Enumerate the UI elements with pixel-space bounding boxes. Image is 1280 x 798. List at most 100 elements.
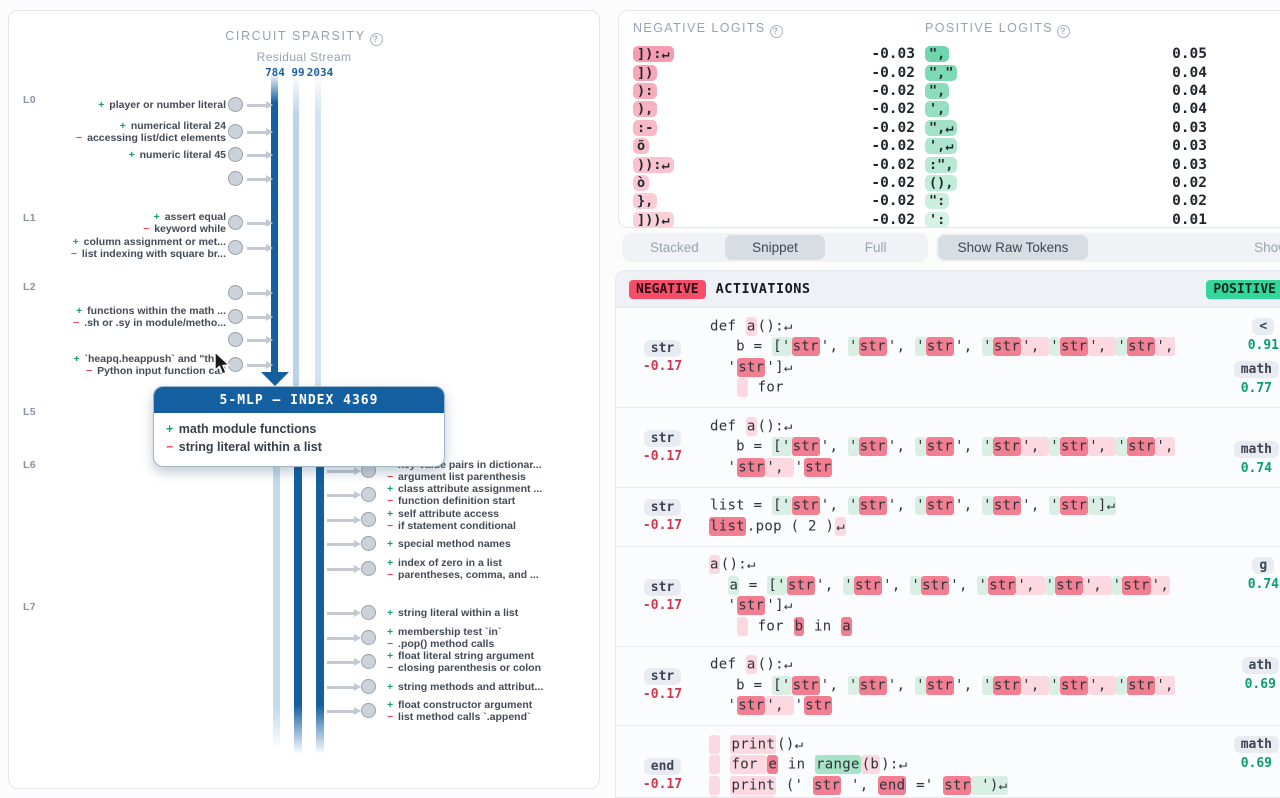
node-arrow-icon [327,540,361,547]
snippet-right-badges: g 0.74 [1215,555,1280,637]
node-label[interactable]: + numeric literal 45 [9,149,226,161]
feature-node[interactable] [361,487,376,502]
node-label[interactable]: + float constructor argument − list metho… [387,699,599,723]
code-token: ', [950,577,977,593]
feature-node[interactable] [228,332,243,347]
negative-logit-row: ]))↵ -0.02 [633,211,915,229]
node-arrow-icon [247,128,273,135]
negative-logits-header: NEGATIVE LOGITS? [633,21,915,38]
node-label[interactable]: + functions within the math ... − .sh or … [9,305,226,329]
code-token: ' [982,437,993,456]
code-token: ', [887,677,915,693]
toolbar-button-show-raw-tokens[interactable]: Show Raw Tokens [938,235,1088,260]
column-index-2034: 2034 [307,66,334,79]
code-token: def [710,418,745,434]
code-token: str [813,775,842,795]
feature-node[interactable] [228,240,243,255]
logit-token: :- [633,119,658,136]
code-token: a [728,575,740,595]
node-label[interactable]: + `heapq.heappush` and "thi... − Python i… [9,353,226,377]
code-token: ()↵ [777,736,804,752]
toolbar-button-stacked[interactable]: Stacked [624,235,725,260]
code-token: str [791,337,820,356]
feature-node[interactable] [361,679,376,694]
feature-node[interactable] [228,309,243,324]
feature-node[interactable] [228,97,243,112]
node-label[interactable]: + string methods and attribut... [387,681,599,693]
code-line: def a ():↵ [709,316,1215,337]
code-token: ', [887,338,915,355]
toolbar-button-snippet[interactable]: Snippet [724,235,826,260]
code-token: ', [954,338,982,355]
node-label[interactable]: + string literal within a list [387,607,599,619]
code-token: ' [847,337,859,356]
code-token: ', [820,338,847,355]
negative-logits-column: NEGATIVE LOGITS? ]):↵ -0.03]) -0.02): -0.02… [633,21,915,229]
code-token: str [791,437,820,456]
code-token: ():↵ [757,318,793,334]
code-token: ', [1016,575,1045,595]
code-token: ', [1021,437,1050,456]
code-token: ', [887,438,915,455]
feature-node[interactable] [228,147,243,162]
node-minus-line: − keyword while [143,223,226,235]
feature-node[interactable] [361,703,376,718]
positive-token-group: math 0.69 [1233,736,1279,771]
feature-node[interactable] [361,605,376,620]
help-icon[interactable]: ? [369,33,383,46]
negative-logit-row: }, -0.02 [633,192,915,210]
node-arrow-icon [247,289,273,296]
node-label[interactable]: + assert equal − keyword while [9,211,226,235]
node-label[interactable]: + numerical literal 24− accessing list/d… [9,120,226,144]
minus-icon: − [143,223,150,235]
code-token: list = [710,497,772,514]
positive-logit-rows: ", 0.05 "," 0.04 ", 0.04 ', 0.04 ",↵ 0.03 ',↵ 0.03:… [925,45,1207,229]
code-token: ', [1155,337,1175,356]
feature-node[interactable] [361,654,376,669]
code-token: ' [710,697,737,714]
code-token: ):↵ [881,756,908,773]
minus-icon: − [70,248,77,260]
node-label[interactable]: + special method names [387,538,599,550]
node-label[interactable]: + self attribute access − if statement co… [387,508,599,532]
node-label[interactable]: + player or number literal [9,99,226,111]
node-label[interactable]: + index of zero in a list − parentheses, … [387,557,599,581]
feature-node[interactable] [361,630,376,645]
logit-value: 0.03 [1172,138,1207,155]
snippet-token-badge: str [643,429,682,447]
logit-token: ]) [633,64,658,81]
logit-value: 0.03 [1172,156,1207,173]
node-label[interactable]: + membership test `in` − .pop() method ca… [387,626,599,650]
feature-node[interactable] [361,561,376,576]
code-token: str [925,437,954,456]
feature-node[interactable] [361,536,376,551]
logit-value: -0.03 [871,46,915,63]
residual-column-bottom-1 [294,448,302,754]
snippet-right-badges [1215,496,1280,537]
code-token: str [921,575,950,595]
feature-node[interactable] [361,512,376,527]
node-label[interactable]: + class attribute assignment ... − functi… [387,483,599,507]
snippet-token-info: str -0.17 [616,496,709,537]
plus-icon: + [387,557,394,569]
node-label[interactable]: + column assignment or met... − list inde… [9,236,226,260]
code-token: a [745,316,757,336]
positive-token-value: 0.74 [1247,576,1279,592]
node-minus-line: − Python input function call [86,365,226,377]
code-line: print (' str ', end =' str ')↵ [709,775,1215,796]
help-icon[interactable]: ? [769,25,783,38]
toolbar-button-full[interactable]: Full [825,235,926,260]
logit-token: "," [925,64,958,81]
positive-logit-row: ", 0.04 [925,82,1207,100]
node-plus-line: + player or number literal [98,99,226,111]
feature-node[interactable] [228,285,243,300]
feature-node[interactable] [228,171,243,186]
feature-node[interactable] [228,215,243,230]
toolbar-button-show[interactable]: Show [1088,235,1280,260]
feature-node[interactable] [228,124,243,139]
node-label[interactable]: + float literal string argument − closing… [387,650,599,674]
code-token: str [804,696,833,715]
help-icon[interactable]: ? [1056,25,1070,38]
plus-icon: + [387,650,394,662]
